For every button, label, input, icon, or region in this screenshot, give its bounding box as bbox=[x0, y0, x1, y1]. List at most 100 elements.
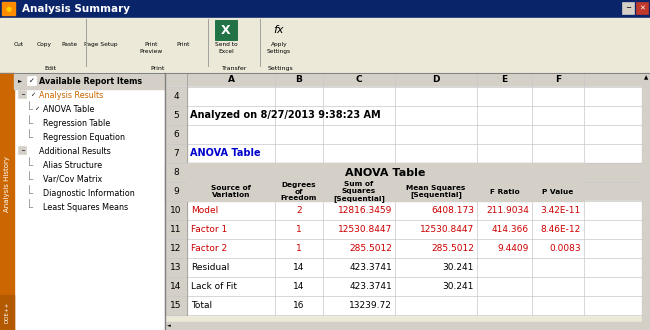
Text: Regression Table: Regression Table bbox=[43, 118, 110, 127]
Text: D: D bbox=[432, 76, 440, 84]
Bar bbox=[14, 73, 165, 330]
Text: Paste: Paste bbox=[61, 42, 77, 47]
Text: 8.46E-12: 8.46E-12 bbox=[541, 225, 581, 234]
Bar bbox=[165, 220, 187, 239]
Text: 423.3741: 423.3741 bbox=[349, 282, 392, 291]
Bar bbox=[90, 20, 112, 40]
Text: 0.0083: 0.0083 bbox=[549, 244, 581, 253]
Bar bbox=[58, 20, 80, 40]
Text: 12530.8447: 12530.8447 bbox=[338, 225, 392, 234]
Text: F Ratio: F Ratio bbox=[489, 188, 519, 194]
Bar bbox=[33, 161, 41, 169]
Bar bbox=[2, 2, 15, 15]
Bar bbox=[165, 125, 642, 144]
Text: Degrees
of
Freedom: Degrees of Freedom bbox=[281, 182, 317, 202]
Bar bbox=[140, 20, 162, 40]
Text: Factor 1: Factor 1 bbox=[191, 225, 228, 234]
Text: Var/Cov Matrix: Var/Cov Matrix bbox=[43, 175, 102, 183]
Bar bbox=[165, 125, 187, 144]
Text: 423.3741: 423.3741 bbox=[349, 263, 392, 272]
Bar bbox=[165, 201, 642, 220]
Text: 4: 4 bbox=[173, 92, 179, 101]
Text: Regression Equation: Regression Equation bbox=[43, 133, 125, 142]
Text: Analysis History: Analysis History bbox=[4, 156, 10, 212]
Bar bbox=[33, 175, 41, 183]
Bar bbox=[0, 0, 650, 18]
Text: Print: Print bbox=[144, 42, 158, 47]
Bar bbox=[0, 295, 14, 330]
Text: Settings: Settings bbox=[267, 66, 293, 71]
Bar bbox=[165, 144, 642, 163]
Bar bbox=[165, 277, 642, 296]
Text: Least Squares Means: Least Squares Means bbox=[43, 203, 128, 212]
Text: 12: 12 bbox=[170, 244, 182, 253]
Text: ANOVA Table: ANOVA Table bbox=[345, 168, 426, 178]
Bar bbox=[165, 163, 642, 182]
Bar bbox=[165, 182, 187, 201]
Bar bbox=[165, 73, 650, 87]
Bar bbox=[33, 203, 41, 211]
Bar bbox=[33, 189, 41, 197]
Text: 11: 11 bbox=[170, 225, 182, 234]
Bar bbox=[165, 163, 187, 182]
Text: 13: 13 bbox=[170, 263, 182, 272]
Text: DOE++: DOE++ bbox=[5, 301, 10, 323]
Text: 12816.3459: 12816.3459 bbox=[337, 206, 392, 215]
Bar bbox=[18, 146, 26, 154]
Text: 2: 2 bbox=[296, 206, 302, 215]
Text: Analysis Summary: Analysis Summary bbox=[22, 4, 130, 14]
Text: 14: 14 bbox=[170, 282, 182, 291]
Text: Alias Structure: Alias Structure bbox=[43, 160, 102, 170]
Text: 14: 14 bbox=[293, 263, 305, 272]
Text: 6: 6 bbox=[173, 130, 179, 139]
Bar bbox=[165, 87, 187, 106]
Text: 8: 8 bbox=[173, 168, 179, 177]
Text: Total: Total bbox=[191, 301, 212, 310]
Text: Copy: Copy bbox=[36, 42, 51, 47]
Text: 6408.173: 6408.173 bbox=[431, 206, 474, 215]
Bar bbox=[165, 296, 187, 315]
Text: Page Setup: Page Setup bbox=[84, 42, 118, 47]
Text: fx: fx bbox=[274, 25, 284, 35]
Bar bbox=[165, 201, 187, 220]
Text: 30.241: 30.241 bbox=[443, 263, 474, 272]
Text: 13239.72: 13239.72 bbox=[349, 301, 392, 310]
Text: ─: ─ bbox=[21, 91, 23, 96]
Text: ✕: ✕ bbox=[639, 5, 645, 11]
Bar bbox=[165, 106, 642, 125]
Text: 414.366: 414.366 bbox=[492, 225, 529, 234]
Text: Analyzed on 8/27/2013 9:38:23 AM: Analyzed on 8/27/2013 9:38:23 AM bbox=[190, 111, 381, 120]
Bar bbox=[0, 73, 14, 330]
Text: 3.42E-11: 3.42E-11 bbox=[541, 206, 581, 215]
Bar bbox=[8, 20, 30, 40]
Bar bbox=[33, 105, 41, 113]
Text: 1: 1 bbox=[296, 244, 302, 253]
Text: 7: 7 bbox=[173, 149, 179, 158]
Bar bbox=[33, 133, 41, 141]
Bar bbox=[642, 73, 650, 330]
Text: 16: 16 bbox=[293, 301, 305, 310]
Text: Model: Model bbox=[191, 206, 218, 215]
Text: P Value: P Value bbox=[542, 188, 573, 194]
Bar bbox=[165, 220, 642, 239]
Text: B: B bbox=[296, 76, 302, 84]
Text: 10: 10 bbox=[170, 206, 182, 215]
Bar bbox=[165, 296, 642, 315]
Text: 14: 14 bbox=[293, 282, 305, 291]
Text: Cut: Cut bbox=[14, 42, 24, 47]
Text: Available Report Items: Available Report Items bbox=[39, 77, 142, 85]
Text: 30.241: 30.241 bbox=[443, 282, 474, 291]
Bar bbox=[165, 322, 173, 330]
Bar bbox=[187, 182, 584, 201]
Text: ✓: ✓ bbox=[31, 92, 36, 97]
Bar bbox=[29, 91, 37, 99]
Text: Settings: Settings bbox=[267, 49, 291, 54]
Text: ◄: ◄ bbox=[167, 323, 171, 328]
Bar bbox=[33, 119, 41, 127]
Bar bbox=[0, 18, 650, 73]
Bar bbox=[27, 76, 36, 85]
Bar bbox=[165, 87, 642, 106]
Text: 285.5012: 285.5012 bbox=[431, 244, 474, 253]
Text: 9.4409: 9.4409 bbox=[498, 244, 529, 253]
Bar bbox=[165, 182, 642, 201]
